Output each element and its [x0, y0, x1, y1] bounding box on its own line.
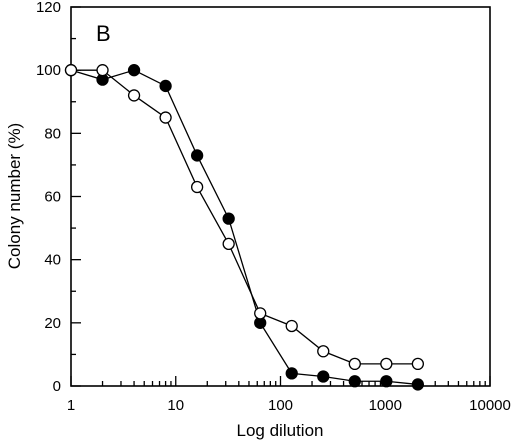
filled-data-point [285, 367, 298, 380]
open-data-point [348, 357, 361, 371]
x-axis-label: Log dilution [237, 421, 324, 440]
open-data-point [411, 357, 425, 371]
filled-data-point [190, 149, 204, 162]
open-data-point [222, 237, 235, 251]
open-data-point [64, 64, 78, 77]
filled-data-point [159, 79, 172, 93]
filled-series-line [70, 69, 418, 386]
filled-data-point [317, 370, 330, 383]
x-tick-label: 100 [268, 397, 293, 414]
open-data-point [285, 319, 298, 333]
y-tick-label: 80 [44, 125, 61, 142]
x-tick-label: 10 [167, 397, 184, 414]
y-axis-ticks [71, 6, 81, 387]
x-axis-tick-labels: 1 10 100 1000 10000 [67, 397, 511, 414]
panel-label: B [96, 21, 111, 46]
y-axis-tick-labels: 0 20 40 60 80 100 120 [36, 0, 61, 395]
filled-data-point [348, 375, 361, 388]
filled-data-point [127, 64, 141, 77]
y-tick-label: 0 [53, 378, 61, 395]
y-tick-label: 20 [44, 315, 61, 332]
y-tick-label: 120 [36, 0, 61, 16]
open-series-line [71, 69, 418, 365]
open-data-point [96, 64, 109, 77]
filled-data-point [411, 378, 425, 391]
filled-data-point [380, 375, 393, 388]
y-tick-label: 40 [44, 252, 61, 269]
series-layer [64, 64, 425, 391]
x-tick-label: 10000 [469, 397, 511, 414]
x-tick-label: 1 [67, 397, 75, 414]
open-data-point [380, 357, 393, 371]
open-data-point [127, 89, 141, 102]
y-tick-label: 100 [36, 62, 61, 79]
open-data-point [190, 180, 204, 194]
open-data-point [159, 111, 172, 124]
x-tick-label: 1000 [369, 397, 402, 414]
filled-data-point [222, 212, 235, 225]
open-data-point [254, 307, 267, 320]
y-tick-label: 60 [44, 189, 61, 206]
y-axis-label: Colony number (%) [5, 123, 24, 269]
x-axis-ticks [70, 376, 491, 386]
plot-frame [70, 6, 491, 387]
open-data-point [317, 345, 330, 358]
